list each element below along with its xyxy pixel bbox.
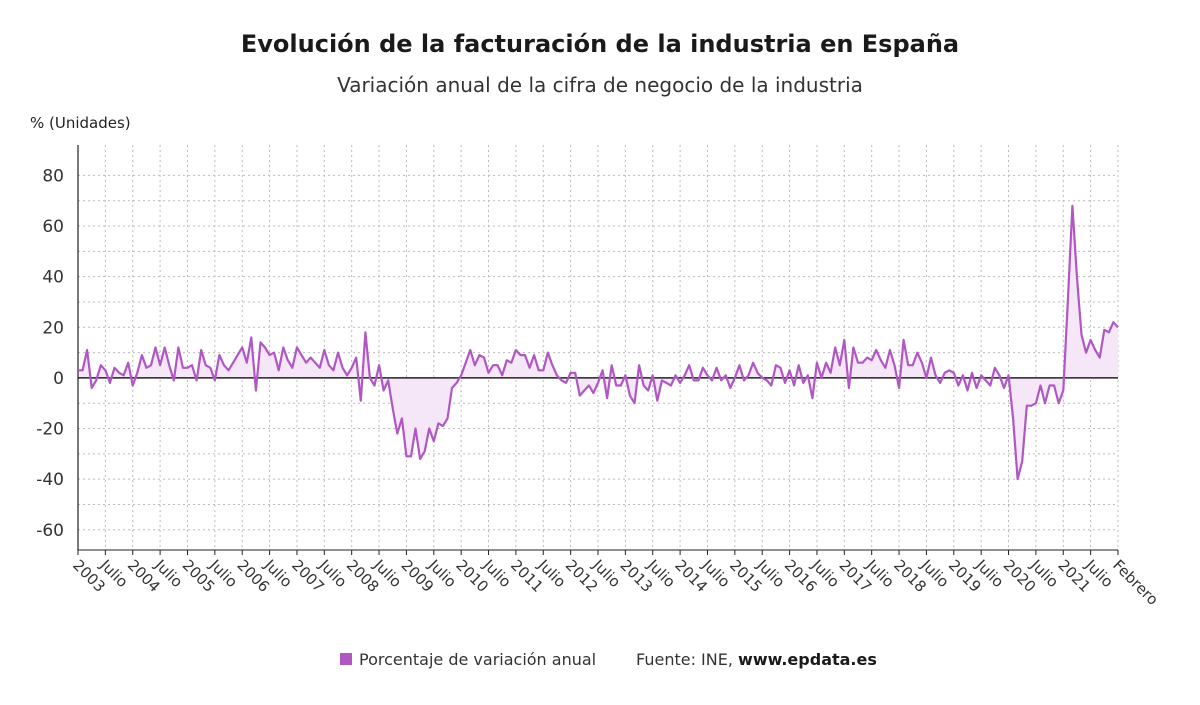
y-tick-label: 0 [53, 369, 64, 389]
series-line [78, 204, 1119, 481]
y-tick-label: 60 [42, 217, 64, 237]
legend-swatch [340, 653, 352, 665]
chart-title: Evolución de la facturación de la indust… [240, 30, 960, 58]
y-tick-label: 80 [42, 166, 64, 186]
y-tick-label: -20 [36, 420, 64, 440]
legend-label: Porcentaje de variación anual [359, 650, 597, 669]
y-tick-label: -60 [36, 521, 64, 541]
y-tick-label: 40 [42, 268, 64, 288]
chart-subtitle: Variación anual de la cifra de negocio d… [337, 73, 863, 97]
source-site[interactable]: www.epdata.es [738, 650, 877, 669]
source-prefix: Fuente: INE, [636, 650, 733, 669]
source-text: Fuente: INE, www.epdata.es [636, 650, 877, 669]
y-axis-units-label: % (Unidades) [30, 114, 131, 132]
y-tick-label: -40 [36, 470, 64, 490]
x-tick-label: Febrero [1109, 556, 1162, 609]
y-tick-label: 20 [42, 318, 64, 338]
